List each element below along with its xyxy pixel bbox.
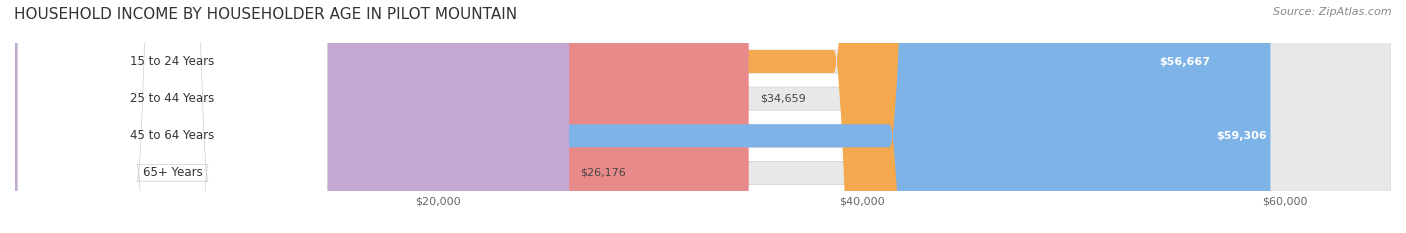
FancyBboxPatch shape	[15, 0, 1391, 233]
FancyBboxPatch shape	[15, 0, 1391, 233]
Text: 25 to 44 Years: 25 to 44 Years	[131, 92, 215, 105]
FancyBboxPatch shape	[15, 0, 1391, 233]
FancyBboxPatch shape	[15, 0, 749, 233]
Text: $59,306: $59,306	[1216, 131, 1267, 141]
Text: 15 to 24 Years: 15 to 24 Years	[131, 55, 215, 68]
FancyBboxPatch shape	[18, 0, 328, 233]
FancyBboxPatch shape	[18, 0, 328, 233]
Text: HOUSEHOLD INCOME BY HOUSEHOLDER AGE IN PILOT MOUNTAIN: HOUSEHOLD INCOME BY HOUSEHOLDER AGE IN P…	[14, 7, 517, 22]
Text: $26,176: $26,176	[581, 168, 626, 178]
Text: $34,659: $34,659	[759, 94, 806, 104]
FancyBboxPatch shape	[18, 0, 328, 233]
Text: 45 to 64 Years: 45 to 64 Years	[131, 129, 215, 142]
FancyBboxPatch shape	[18, 0, 328, 233]
Text: 65+ Years: 65+ Years	[142, 166, 202, 179]
Text: Source: ZipAtlas.com: Source: ZipAtlas.com	[1274, 7, 1392, 17]
Text: $56,667: $56,667	[1160, 57, 1211, 67]
FancyBboxPatch shape	[15, 0, 1271, 233]
FancyBboxPatch shape	[15, 0, 569, 233]
FancyBboxPatch shape	[15, 0, 1391, 233]
FancyBboxPatch shape	[15, 0, 1215, 233]
